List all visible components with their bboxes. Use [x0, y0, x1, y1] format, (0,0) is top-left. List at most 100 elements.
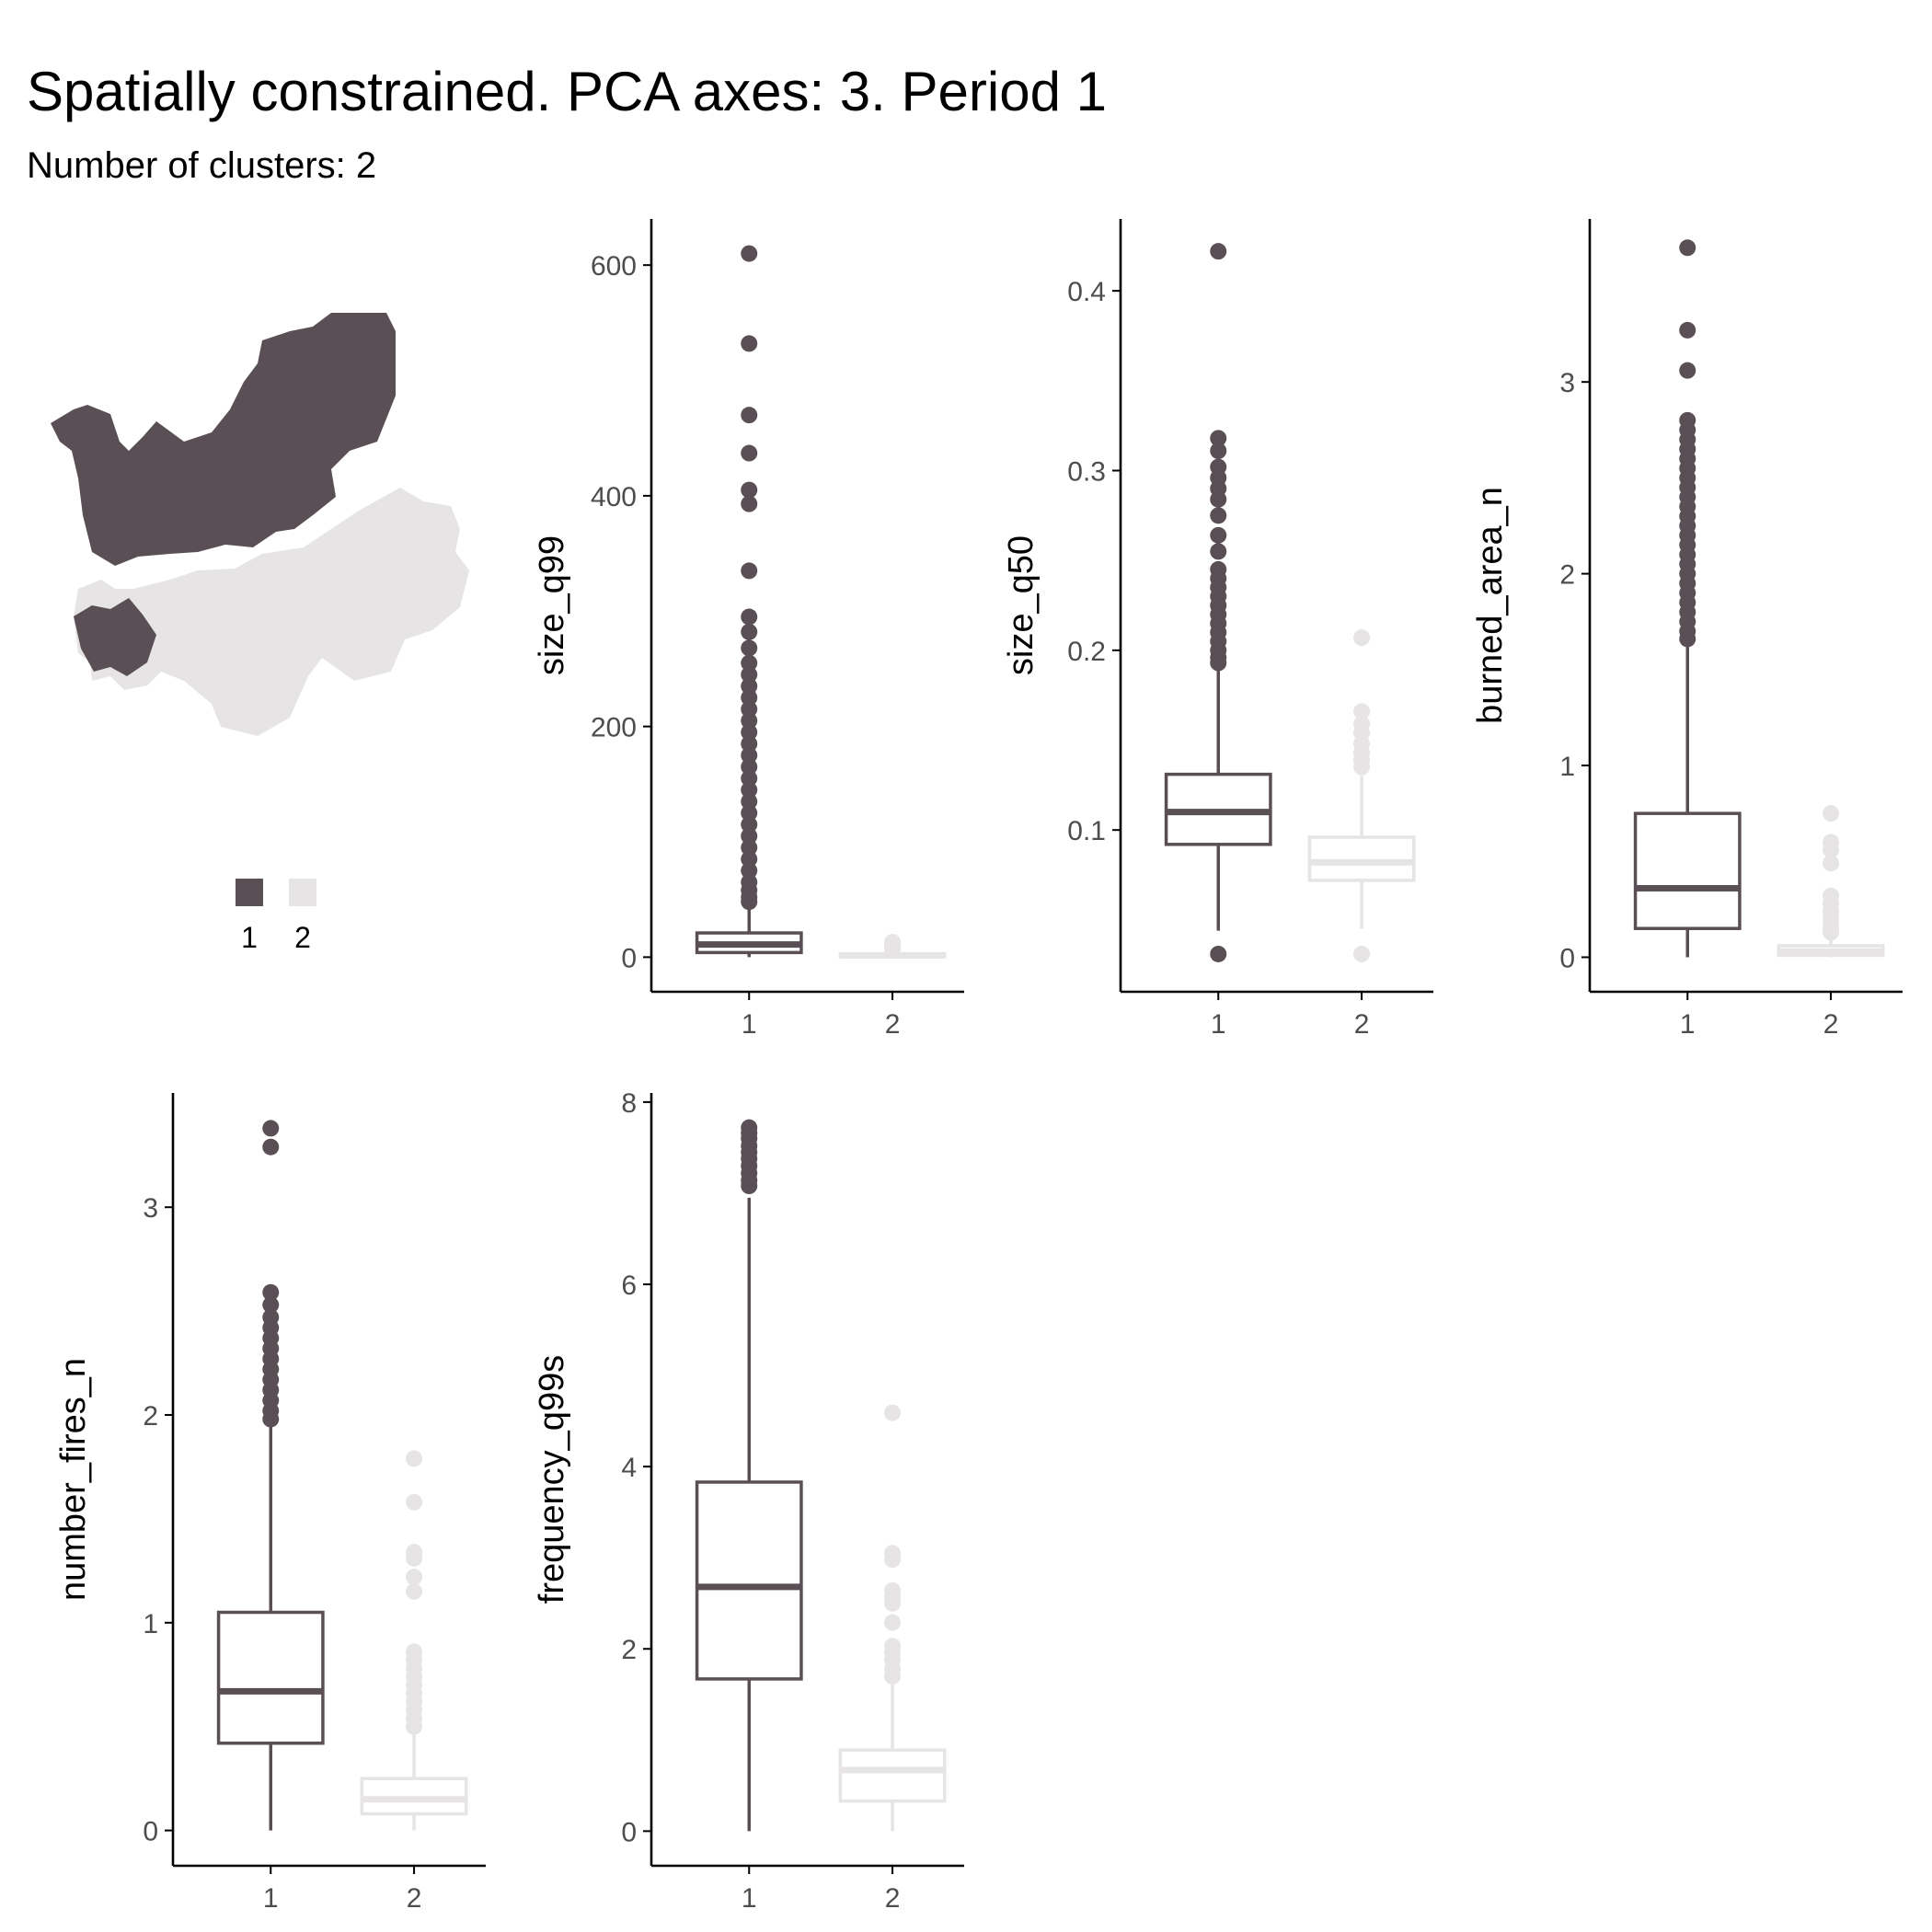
map-enclave-cluster-1 [74, 598, 156, 676]
boxplot-frequency-q99s: 0 2 4 6 8 1 2 frequency_q99s [533, 1088, 964, 1914]
outlier-point [741, 1178, 758, 1195]
outlier-point [741, 793, 758, 811]
legend-label-cluster-1: 1 [241, 921, 258, 954]
outlier-point [262, 1283, 280, 1301]
y-axis-title: size_q50 [1002, 535, 1041, 675]
boxplot-size-q99: 0 200 400 600 1 2 size_q99 [533, 219, 964, 1040]
y-axis-title: size_q99 [533, 535, 571, 675]
outlier-point [1823, 805, 1840, 822]
outlier-point [884, 1404, 902, 1421]
y-tick-label: 8 [621, 1088, 637, 1119]
outlier-point [884, 1667, 902, 1685]
y-tick-label: 4 [621, 1453, 637, 1483]
outlier-point [741, 623, 758, 640]
x-tick-label: 2 [885, 1883, 901, 1914]
y-tick-label: 0.2 [1067, 637, 1106, 667]
box-iqr [1307, 835, 1416, 882]
legend-label-cluster-2: 2 [294, 921, 311, 954]
outlier-point [1353, 703, 1371, 720]
outlier-point [741, 827, 758, 845]
y-tick-label: 600 [591, 251, 637, 282]
outlier-point [1210, 945, 1227, 962]
outlier-point [1679, 362, 1696, 379]
x-tick-label: 2 [1354, 1009, 1370, 1040]
outlier-point [741, 481, 758, 499]
outlier-point [884, 1551, 902, 1569]
legend-key-cluster-2 [289, 879, 316, 906]
outlier-point [741, 666, 758, 684]
legend-key-cluster-1 [236, 879, 263, 906]
y-tick-label: 0 [621, 1817, 637, 1847]
outlier-point [1210, 654, 1227, 672]
outlier-point [1210, 490, 1227, 508]
outlier-point [741, 335, 758, 352]
outlier-point [1210, 243, 1227, 260]
outlier-point [741, 689, 758, 707]
y-axis-title: number_fires_n [54, 1358, 93, 1601]
y-tick-label: 0 [621, 943, 637, 973]
outlier-point [741, 444, 758, 462]
outlier-point [262, 1410, 280, 1428]
box-iqr [838, 1748, 947, 1803]
outlier-point [406, 1493, 423, 1511]
y-tick-label: 3 [1559, 368, 1575, 398]
box-iqr [216, 1610, 325, 1745]
cluster-map [51, 313, 469, 736]
y-tick-label: 200 [591, 713, 637, 743]
boxplot-burned-area-n: 0 1 2 3 1 2 burned_area_n [1471, 219, 1903, 1040]
outlier-point [741, 850, 758, 868]
outlier-point [406, 1582, 423, 1600]
outlier-point [741, 770, 758, 788]
y-tick-label: 1 [1559, 752, 1575, 782]
outlier-point [406, 1450, 423, 1467]
outlier-point [741, 758, 758, 776]
y-tick-label: 1 [143, 1609, 158, 1639]
outlier-point [262, 1138, 280, 1156]
x-tick-label: 1 [742, 1883, 757, 1914]
outlier-point [1353, 945, 1371, 962]
outlier-point [1823, 841, 1840, 858]
map-region-cluster-1 [51, 313, 396, 566]
outlier-point [406, 1549, 423, 1567]
outlier-point [741, 735, 758, 753]
outlier-point [1353, 758, 1371, 776]
outlier-point [1353, 629, 1371, 647]
outlier-point [1210, 507, 1227, 524]
y-tick-label: 3 [143, 1193, 158, 1224]
outlier-point [1679, 630, 1696, 648]
outlier-point [741, 495, 758, 512]
outlier-point [1823, 855, 1840, 872]
outlier-point [1823, 924, 1840, 941]
outlier-point [1210, 443, 1227, 459]
x-tick-label: 2 [407, 1883, 422, 1914]
outlier-point [741, 700, 758, 718]
outlier-point [1679, 321, 1696, 339]
outlier-point [741, 816, 758, 834]
y-tick-label: 0.1 [1067, 816, 1106, 846]
y-tick-label: 0.4 [1067, 277, 1106, 307]
y-tick-label: 2 [621, 1635, 637, 1665]
y-tick-label: 0 [1559, 943, 1575, 973]
x-tick-label: 1 [263, 1883, 279, 1914]
x-tick-label: 1 [742, 1009, 757, 1040]
outlier-point [1679, 239, 1696, 257]
chart-title: Spatially constrained. PCA axes: 3. Peri… [27, 61, 1107, 122]
x-tick-label: 2 [885, 1009, 901, 1040]
outlier-point [741, 245, 758, 262]
legend: 1 2 [230, 879, 340, 961]
y-axis-title: frequency_q99s [533, 1355, 571, 1604]
y-tick-label: 0.3 [1067, 456, 1106, 487]
outlier-point [262, 1120, 280, 1137]
x-tick-label: 1 [1211, 1009, 1226, 1040]
outlier-point [741, 781, 758, 799]
outlier-point [741, 608, 758, 626]
x-tick-label: 1 [1680, 1009, 1696, 1040]
outlier-point [741, 746, 758, 764]
outlier-point [1210, 543, 1227, 560]
outlier-point [406, 1569, 423, 1586]
box-iqr [695, 1480, 803, 1681]
outlier-point [406, 1718, 423, 1735]
outlier-point [741, 562, 758, 580]
outlier-point [741, 862, 758, 880]
outlier-point [1210, 430, 1227, 447]
